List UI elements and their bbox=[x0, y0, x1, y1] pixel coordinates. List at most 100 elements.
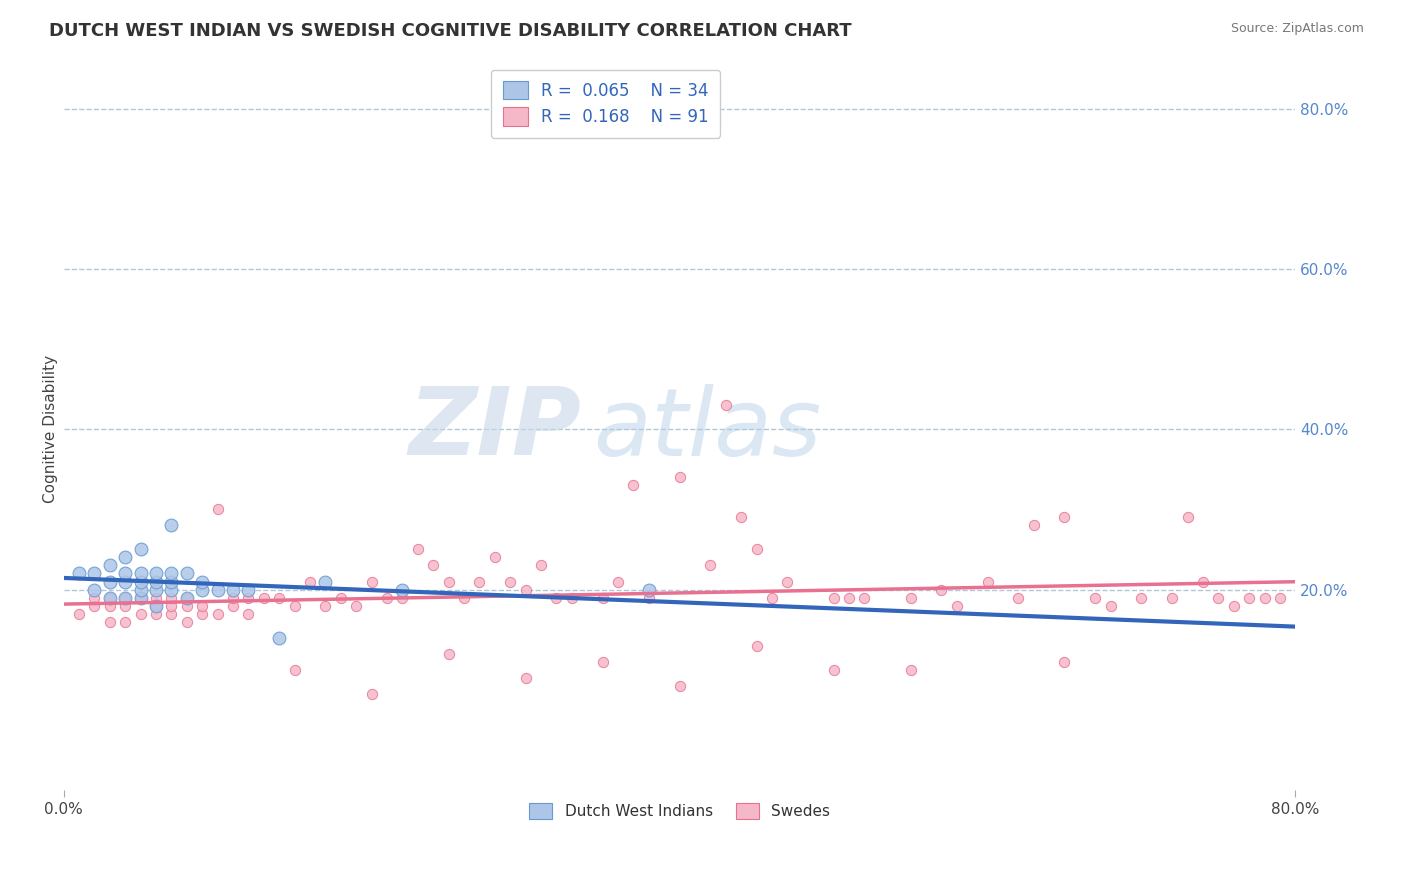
Point bbox=[114, 566, 136, 581]
Point bbox=[114, 599, 136, 613]
Point bbox=[299, 574, 322, 589]
Point bbox=[329, 591, 352, 605]
Point bbox=[668, 679, 690, 693]
Point bbox=[484, 550, 506, 565]
Point bbox=[823, 663, 845, 677]
Point bbox=[1177, 510, 1199, 524]
Point bbox=[67, 607, 90, 621]
Point bbox=[269, 631, 291, 645]
Point bbox=[1223, 599, 1246, 613]
Point bbox=[360, 574, 382, 589]
Point bbox=[437, 574, 460, 589]
Point bbox=[83, 582, 105, 597]
Point bbox=[1053, 510, 1076, 524]
Point bbox=[238, 582, 260, 597]
Point bbox=[745, 639, 768, 653]
Point bbox=[1253, 591, 1275, 605]
Point bbox=[391, 582, 413, 597]
Point bbox=[129, 591, 152, 605]
Point bbox=[145, 607, 167, 621]
Point bbox=[129, 566, 152, 581]
Point bbox=[1192, 574, 1215, 589]
Point bbox=[222, 591, 245, 605]
Point bbox=[129, 582, 152, 597]
Point bbox=[253, 591, 276, 605]
Point bbox=[453, 591, 475, 605]
Point bbox=[437, 647, 460, 661]
Point bbox=[160, 518, 183, 533]
Point bbox=[776, 574, 799, 589]
Text: Source: ZipAtlas.com: Source: ZipAtlas.com bbox=[1230, 22, 1364, 36]
Point bbox=[668, 470, 690, 484]
Point bbox=[98, 591, 121, 605]
Point bbox=[191, 582, 214, 597]
Point bbox=[284, 663, 307, 677]
Text: DUTCH WEST INDIAN VS SWEDISH COGNITIVE DISABILITY CORRELATION CHART: DUTCH WEST INDIAN VS SWEDISH COGNITIVE D… bbox=[49, 22, 852, 40]
Point bbox=[145, 574, 167, 589]
Point bbox=[145, 582, 167, 597]
Point bbox=[314, 599, 336, 613]
Point bbox=[515, 582, 537, 597]
Point bbox=[98, 615, 121, 629]
Point bbox=[145, 591, 167, 605]
Point bbox=[900, 591, 922, 605]
Point bbox=[83, 566, 105, 581]
Point bbox=[222, 599, 245, 613]
Point bbox=[114, 615, 136, 629]
Point bbox=[976, 574, 998, 589]
Point bbox=[284, 599, 307, 613]
Point bbox=[207, 607, 229, 621]
Point bbox=[530, 558, 553, 573]
Point bbox=[114, 574, 136, 589]
Point bbox=[145, 566, 167, 581]
Point bbox=[83, 599, 105, 613]
Point bbox=[1239, 591, 1261, 605]
Point bbox=[1268, 591, 1291, 605]
Point bbox=[176, 566, 198, 581]
Text: ZIP: ZIP bbox=[408, 384, 581, 475]
Point bbox=[145, 599, 167, 613]
Point bbox=[360, 687, 382, 701]
Point bbox=[160, 574, 183, 589]
Point bbox=[129, 591, 152, 605]
Point bbox=[191, 607, 214, 621]
Point bbox=[176, 599, 198, 613]
Point bbox=[98, 574, 121, 589]
Point bbox=[160, 599, 183, 613]
Point bbox=[191, 599, 214, 613]
Point bbox=[621, 478, 644, 492]
Point bbox=[160, 607, 183, 621]
Point bbox=[67, 566, 90, 581]
Text: atlas: atlas bbox=[593, 384, 821, 475]
Point bbox=[375, 591, 398, 605]
Point bbox=[699, 558, 721, 573]
Point bbox=[838, 591, 860, 605]
Point bbox=[761, 591, 783, 605]
Point bbox=[269, 591, 291, 605]
Point bbox=[1053, 655, 1076, 669]
Point bbox=[823, 591, 845, 605]
Point bbox=[1161, 591, 1184, 605]
Point bbox=[314, 574, 336, 589]
Point bbox=[592, 591, 614, 605]
Point bbox=[176, 591, 198, 605]
Point bbox=[176, 615, 198, 629]
Point bbox=[145, 599, 167, 613]
Point bbox=[730, 510, 752, 524]
Point bbox=[207, 502, 229, 516]
Point bbox=[191, 574, 214, 589]
Point bbox=[592, 655, 614, 669]
Point bbox=[468, 574, 491, 589]
Point bbox=[222, 582, 245, 597]
Point bbox=[1208, 591, 1230, 605]
Point bbox=[637, 591, 659, 605]
Point bbox=[1084, 591, 1107, 605]
Point bbox=[1007, 591, 1029, 605]
Point bbox=[945, 599, 967, 613]
Point bbox=[515, 671, 537, 685]
Point bbox=[98, 599, 121, 613]
Point bbox=[1099, 599, 1122, 613]
Point bbox=[637, 582, 659, 597]
Point bbox=[160, 591, 183, 605]
Point bbox=[1022, 518, 1045, 533]
